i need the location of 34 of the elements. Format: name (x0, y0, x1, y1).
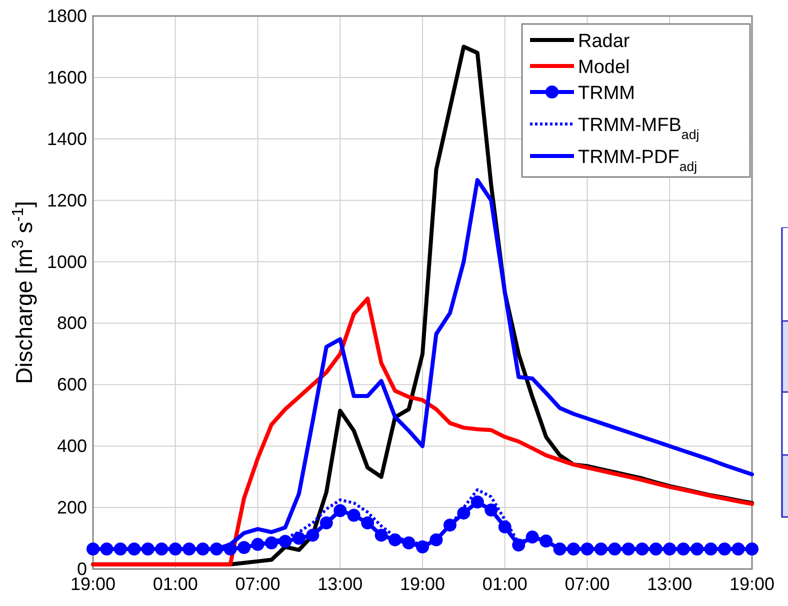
y-tick-label: 1800 (46, 6, 87, 26)
x-tick-label: 19:00 (400, 574, 446, 594)
legend-label: Model (578, 57, 630, 78)
x-tick-label: 19:00 (70, 574, 116, 594)
y-tick-label: 1400 (46, 128, 87, 149)
point (361, 516, 374, 530)
x-tick-label: 01:00 (152, 574, 198, 594)
x-tick-label: 13:00 (647, 574, 692, 594)
x-tick-label: 01:00 (482, 574, 528, 594)
point (512, 538, 526, 552)
y-tick-label: 1000 (46, 252, 87, 272)
y-tick-label: 400 (56, 436, 87, 456)
point (484, 504, 498, 517)
y-tick-label: 1200 (46, 190, 87, 210)
x-tick-label: 07:00 (235, 574, 280, 594)
point (292, 532, 306, 545)
x-tick-label: 19:00 (729, 574, 775, 594)
legend-label: TRMM (578, 83, 635, 104)
y-tick-label: 1600 (46, 67, 87, 88)
point (374, 528, 388, 542)
legend-label: Radar (578, 31, 630, 52)
x-tick-label: 07:00 (564, 574, 610, 594)
point (746, 542, 758, 556)
point (306, 528, 320, 542)
point (347, 508, 360, 522)
x-tick-label: 13:00 (318, 574, 363, 594)
legend-label: TRMM-PDF$_{adj}$ (578, 147, 698, 174)
y-tick-label: 800 (56, 313, 87, 334)
y-tick-label: 600 (56, 374, 87, 395)
point (320, 516, 333, 530)
point (334, 504, 347, 518)
y-tick-label: 200 (56, 498, 87, 518)
point (470, 496, 484, 509)
legend-label: TRMM-MFB$_{adj}$ (578, 115, 700, 142)
